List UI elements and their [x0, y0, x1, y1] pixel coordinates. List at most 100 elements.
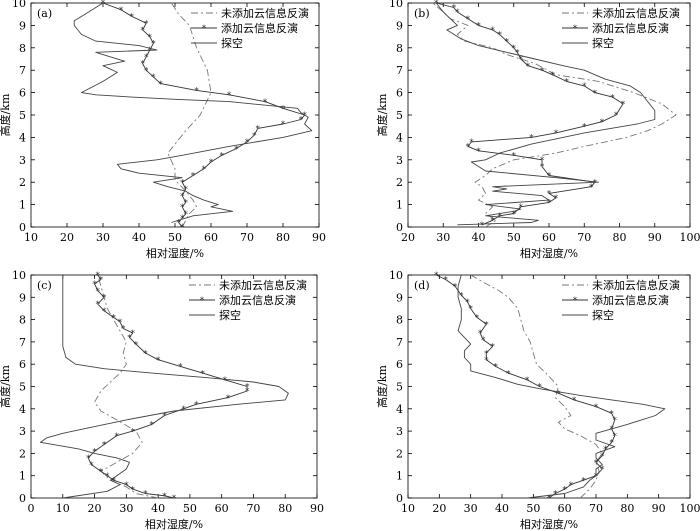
panel-label: (c) [37, 279, 52, 292]
x-tick-label: 30 [119, 502, 133, 515]
series-point-marker: * [455, 8, 460, 18]
y-tick-label: 9 [396, 19, 403, 32]
series-point-marker: * [594, 403, 599, 413]
series-point-marker: * [95, 300, 100, 310]
x-tick-label: 10 [401, 502, 415, 515]
series-point-marker: * [512, 44, 517, 54]
x-tick-label: 50 [183, 502, 197, 515]
series-point-marker: * [86, 454, 91, 464]
legend-label: 添加云信息反演 [219, 293, 296, 307]
series-point-marker: * [556, 389, 561, 399]
series-point-marker: * [537, 383, 542, 393]
y-tick-label: 10 [12, 0, 26, 10]
series-point-marker: * [144, 66, 149, 76]
series-point-marker: * [593, 89, 598, 99]
series-point-marker: * [105, 472, 110, 482]
series-point-marker: * [102, 307, 107, 317]
y-tick-label: 3 [19, 425, 26, 438]
series-point-marker: * [184, 199, 189, 209]
series-point-marker: * [582, 82, 587, 92]
series-point-marker: * [148, 46, 153, 56]
x-tick-label: 20 [60, 231, 74, 244]
series-point-marker: * [621, 100, 626, 110]
series-point-marker: * [452, 4, 457, 14]
series-point-marker: * [515, 48, 520, 58]
series-point-marker: * [158, 80, 163, 90]
x-tick-label: 40 [472, 231, 486, 244]
series-point-marker: * [547, 190, 552, 200]
series-point-marker: * [609, 409, 614, 419]
series-point-marker: * [220, 152, 225, 162]
y-tick-label: 8 [396, 42, 403, 55]
legend-marker: * [202, 24, 207, 34]
series-point-marker: * [609, 425, 614, 435]
y-tick-label: 8 [396, 314, 403, 327]
series-point-marker: * [234, 145, 239, 155]
series-point-marker: * [111, 314, 116, 324]
series-point-marker: * [443, 276, 448, 286]
series-point-marker: * [609, 438, 614, 448]
series-point-marker: * [589, 183, 594, 193]
series-line-solid [40, 275, 289, 499]
series-point-marker: * [102, 441, 107, 451]
y-tick-label: 0 [396, 221, 403, 234]
series-point-marker: * [115, 432, 120, 442]
y-tick-label: 2 [19, 176, 26, 189]
series-point-marker: * [180, 203, 185, 213]
series-point-marker: * [600, 452, 605, 462]
series-point-marker: * [130, 485, 135, 495]
series-point-marker: * [194, 401, 199, 411]
y-tick-label: 1 [396, 199, 403, 212]
legend-label: 未添加云信息反演 [221, 6, 309, 20]
legend-label: 未添加云信息反演 [219, 278, 307, 292]
series-point-marker: * [102, 294, 107, 304]
series-point-marker: * [281, 104, 286, 114]
series-point-marker: * [202, 165, 207, 175]
y-tick-label: 5 [19, 381, 26, 394]
plot-frame [30, 274, 318, 499]
x-tick-label: 60 [542, 231, 556, 244]
series-point-marker: * [180, 223, 185, 233]
series-point-marker: * [554, 129, 559, 139]
series-point-marker: * [529, 134, 534, 144]
series-point-marker: * [134, 340, 139, 350]
series-point-marker: * [121, 325, 126, 335]
series-line-dash-dot [432, 2, 677, 228]
series-line-dash-dot [470, 274, 603, 499]
legend-label: 添加云信息反演 [221, 21, 298, 35]
series-point-marker: * [140, 26, 145, 36]
y-tick-label: 0 [19, 492, 26, 505]
y-tick-label: 6 [396, 87, 403, 100]
series-point-marker: * [490, 26, 495, 36]
y-tick-label: 5 [396, 381, 403, 394]
series-point-marker: * [569, 481, 574, 491]
x-axis-label: 相对湿度/% [520, 246, 578, 260]
series-point-marker: * [484, 356, 489, 366]
series-point-marker: * [227, 91, 232, 101]
series-point-marker: * [478, 329, 483, 339]
x-tick-label: 70 [577, 231, 591, 244]
chart-panel-d: 10 20 30 40 50 60 70 80 90 100 0 1 2 3 4 5 6 7 8 9 10 相对湿度/% 高… [375, 269, 700, 531]
series-point-marker: * [252, 131, 257, 141]
series-point-marker: * [476, 22, 481, 32]
series-line-solid [435, 2, 656, 226]
y-tick-label: 7 [396, 64, 403, 77]
series-point-marker: * [226, 394, 231, 404]
series-point-marker: * [554, 194, 559, 204]
series-point-marker: * [281, 120, 286, 130]
x-tick-label: 0 [28, 502, 35, 515]
x-tick-label: 20 [432, 502, 446, 515]
series-point-marker: * [613, 432, 618, 442]
series-point-marker: * [475, 314, 480, 324]
series-point-marker: * [162, 412, 167, 422]
series-point-marker: * [547, 199, 552, 209]
legend-marker: * [200, 296, 205, 306]
series-point-marker: * [99, 467, 104, 477]
series-point-marker: * [118, 318, 123, 328]
series-point-marker: * [512, 210, 517, 220]
series-point-marker: * [245, 387, 250, 397]
